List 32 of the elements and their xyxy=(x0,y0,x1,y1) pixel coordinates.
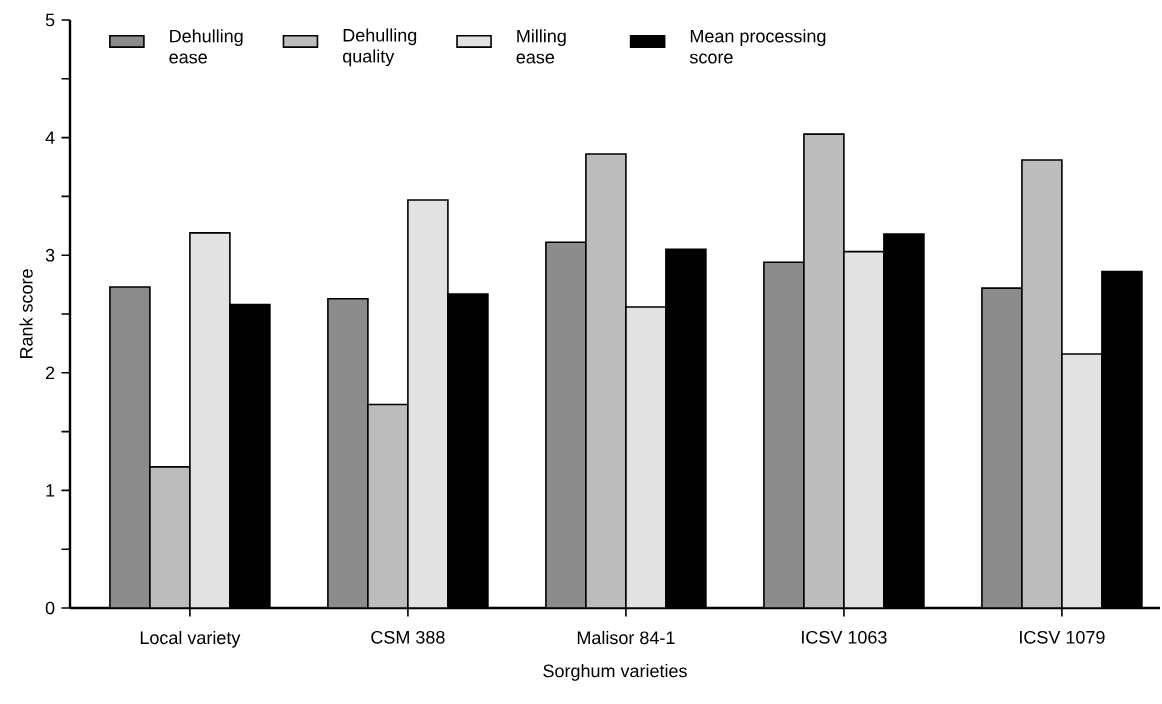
legend-label: Mean processing score xyxy=(689,29,826,64)
legend-label: Dehulling quality xyxy=(343,28,417,67)
legend-label: Dehulling ease xyxy=(169,29,243,64)
bar xyxy=(189,232,230,608)
bar xyxy=(843,250,885,608)
x-tick-label: ICSV 1063 xyxy=(802,630,887,644)
bar xyxy=(981,287,1023,608)
bar xyxy=(367,403,409,608)
x-tick-label: ICSV 1079 xyxy=(1020,630,1105,644)
bar xyxy=(1061,353,1103,608)
x-tick-label: CSM 388 xyxy=(371,630,445,644)
bar xyxy=(803,133,845,608)
y-tick-label: 4 xyxy=(45,131,55,144)
bar xyxy=(585,153,627,608)
y-axis-title: Rank score xyxy=(19,269,33,359)
x-tick-label: Malisor 84-1 xyxy=(577,630,675,645)
legend-label: Milling ease xyxy=(516,29,566,64)
y-tick-label: 3 xyxy=(45,248,55,262)
y-tick-label: 5 xyxy=(45,13,55,27)
bar xyxy=(327,297,369,608)
y-tick-label: 0 xyxy=(45,601,55,615)
y-tick-label: 2 xyxy=(45,366,55,380)
x-tick-label: Local variety xyxy=(140,630,241,648)
bar xyxy=(149,466,190,608)
bar xyxy=(545,241,587,608)
bar xyxy=(763,261,805,608)
bar xyxy=(109,286,150,608)
y-tick-label: 1 xyxy=(46,484,55,497)
x-axis-title: Sorghum varieties xyxy=(543,664,687,681)
bar xyxy=(1021,159,1063,608)
bar xyxy=(625,306,667,608)
bar xyxy=(407,199,449,608)
